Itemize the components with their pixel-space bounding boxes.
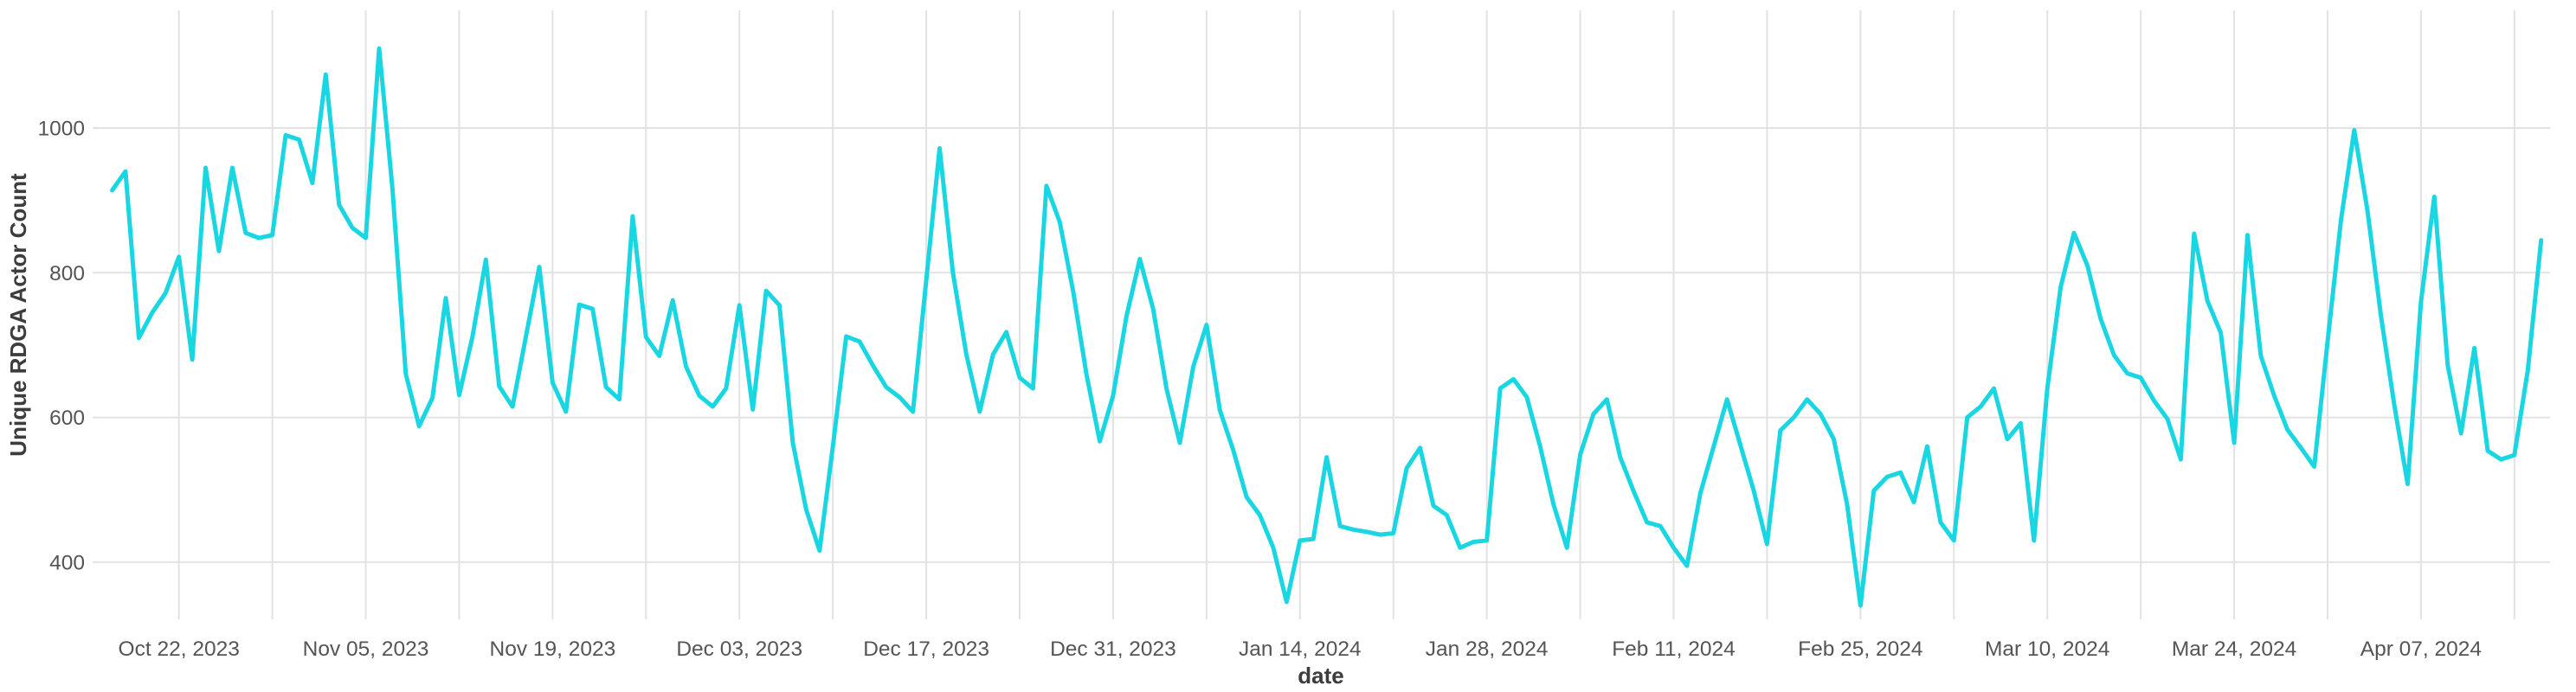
x-tick-label: Dec 03, 2023 bbox=[676, 638, 802, 661]
x-tick-label: Jan 28, 2024 bbox=[1426, 638, 1549, 661]
y-tick-label: 600 bbox=[49, 407, 85, 430]
x-tick-label: Feb 11, 2024 bbox=[1612, 638, 1736, 661]
x-tick-label: Nov 19, 2023 bbox=[490, 638, 616, 661]
x-tick-label: Jan 14, 2024 bbox=[1239, 638, 1362, 661]
series-lines bbox=[110, 46, 2544, 608]
y-tick-label: 800 bbox=[49, 262, 85, 285]
axis-tick-labels: 400 600 800 1000 Oct 22, 2023 Nov 05, 2023 Nov… bbox=[37, 118, 2482, 662]
x-tick-label: Mar 10, 2024 bbox=[1985, 638, 2109, 661]
y-tick-label: 1000 bbox=[37, 118, 85, 141]
x-tick-label: Dec 31, 2023 bbox=[1050, 638, 1176, 661]
gridlines bbox=[93, 10, 2550, 619]
y-tick-label: 400 bbox=[49, 551, 85, 574]
x-tick-label: Oct 22, 2023 bbox=[119, 638, 240, 661]
series-line-unique-rdga-actor-count[interactable] bbox=[110, 46, 2544, 608]
x-tick-label: Dec 17, 2023 bbox=[863, 638, 989, 661]
x-tick-label: Apr 07, 2024 bbox=[2360, 638, 2482, 661]
x-tick-label: Mar 24, 2024 bbox=[2172, 638, 2296, 661]
x-tick-label: Nov 05, 2023 bbox=[303, 638, 429, 661]
x-tick-label: Feb 25, 2024 bbox=[1798, 638, 1922, 661]
x-axis-title: date bbox=[1298, 663, 1343, 689]
y-axis-title: Unique RDGA Actor Count bbox=[5, 173, 31, 457]
